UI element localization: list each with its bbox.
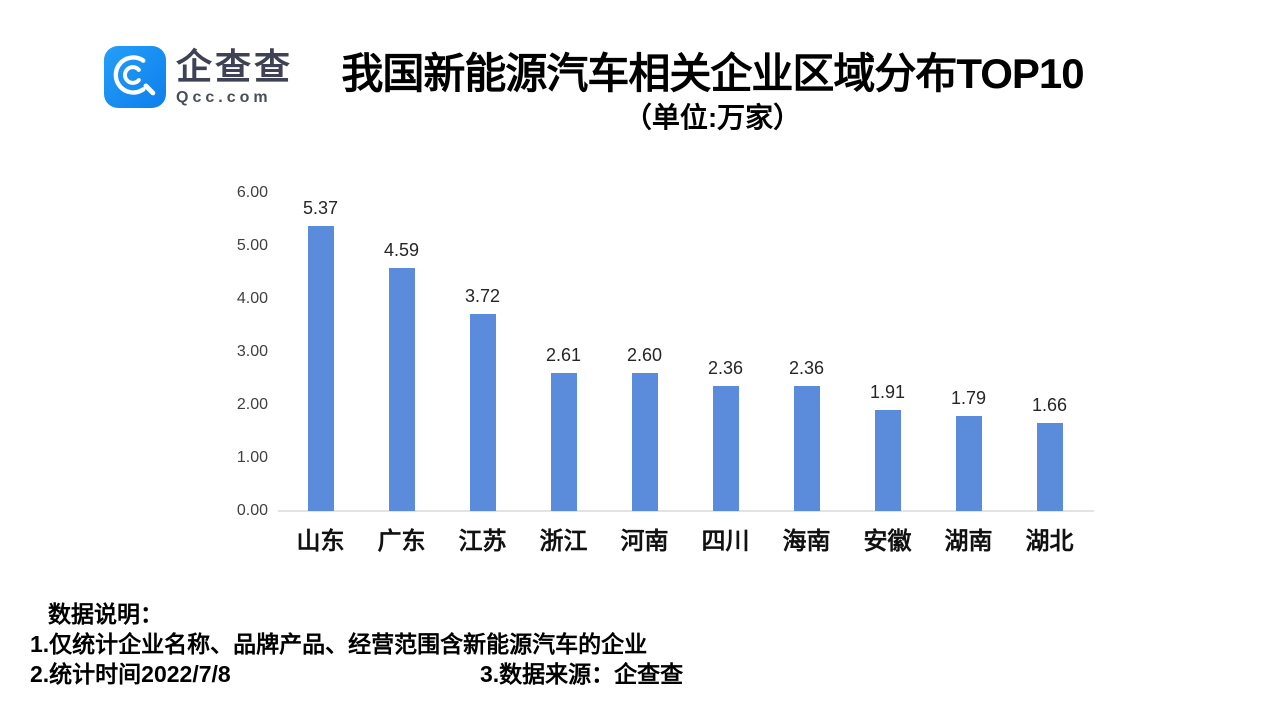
y-tick-label: 6.00 xyxy=(236,184,268,201)
x-axis-line xyxy=(278,510,1094,512)
bar-column: 5.37 xyxy=(280,0,361,511)
logo-brand-domain: Qcc.com xyxy=(176,89,272,106)
footnote-line3: 2.统计时间2022/7/8 3.数据来源：企查查 xyxy=(30,659,1130,689)
y-tick-label: 0.00 xyxy=(236,502,268,519)
y-tick-label: 4.00 xyxy=(236,290,268,307)
x-tick-label: 广东 xyxy=(377,528,426,555)
y-tick-label: 5.00 xyxy=(236,237,268,254)
y-tick-label: 2.00 xyxy=(236,396,268,413)
x-tick-label: 湖北 xyxy=(1025,528,1074,555)
bar-column: 2.61 xyxy=(523,0,604,511)
bar-value-label: 2.61 xyxy=(545,344,582,365)
bar xyxy=(307,226,334,511)
bar-column: 2.36 xyxy=(766,0,847,511)
bar-value-label: 5.37 xyxy=(302,198,339,219)
bar-column: 3.72 xyxy=(442,0,523,511)
x-tick-label: 海南 xyxy=(782,528,831,555)
bar-value-label: 1.66 xyxy=(1031,395,1068,416)
y-tick-label: 3.00 xyxy=(236,343,268,360)
bar xyxy=(388,267,415,511)
page-title: 我国新能源汽车相关企业区域分布TOP10 xyxy=(341,50,1084,97)
bar xyxy=(712,385,739,511)
bar-column: 1.91 xyxy=(847,0,928,511)
magnifier-spiral-icon xyxy=(107,47,163,108)
bar xyxy=(631,373,658,511)
x-tick-label: 浙江 xyxy=(539,528,588,555)
bar xyxy=(469,313,496,511)
chart-header: 我国新能源汽车相关企业区域分布TOP10 （单位:万家） xyxy=(315,50,1110,134)
logo-brand-name: 企查查 xyxy=(176,46,294,87)
qcc-logo: 企查查 Qcc.com xyxy=(104,46,293,108)
bar-value-label: 1.79 xyxy=(950,388,987,409)
x-tick-label: 湖南 xyxy=(944,528,993,555)
footnote-note3: 3.数据来源：企查查 xyxy=(480,661,684,687)
bar xyxy=(793,385,820,511)
bar xyxy=(1036,423,1063,511)
bar-value-label: 1.91 xyxy=(869,381,906,402)
bar xyxy=(874,409,901,511)
x-tick-label: 安徽 xyxy=(863,528,912,555)
bar-column: 2.36 xyxy=(685,0,766,511)
x-tick-label: 江苏 xyxy=(458,528,507,555)
y-tick-label: 1.00 xyxy=(236,449,268,466)
footnote-heading: 数据说明： xyxy=(48,601,163,627)
bar-column: 1.79 xyxy=(928,0,1009,511)
chart-unit-subtitle: （单位:万家） xyxy=(623,102,802,133)
bar-column: 1.66 xyxy=(1009,0,1090,511)
footnote-note2: 2.统计时间2022/7/8 xyxy=(30,661,231,687)
footnote-note1: 1.仅统计企业名称、品牌产品、经营范围含新能源汽车的企业 xyxy=(30,631,648,657)
bar-value-label: 2.60 xyxy=(626,345,663,366)
bar xyxy=(955,416,982,511)
qcc-logo-text: 企查查 Qcc.com xyxy=(176,46,293,108)
bar-value-label: 4.59 xyxy=(383,239,420,260)
qcc-logo-icon xyxy=(104,46,166,108)
x-tick-label: 山东 xyxy=(296,528,345,555)
bar-value-label: 2.36 xyxy=(788,357,825,378)
bar-value-label: 2.36 xyxy=(707,357,744,378)
bar-column: 4.59 xyxy=(361,0,442,511)
x-tick-label: 四川 xyxy=(701,528,750,555)
bar-column: 2.60 xyxy=(604,0,685,511)
footnotes: 数据说明： 1.仅统计企业名称、品牌产品、经营范围含新能源汽车的企业 2.统计时… xyxy=(30,599,1130,689)
x-tick-label: 河南 xyxy=(620,528,669,555)
bar xyxy=(550,372,577,511)
bar-value-label: 3.72 xyxy=(464,285,501,306)
